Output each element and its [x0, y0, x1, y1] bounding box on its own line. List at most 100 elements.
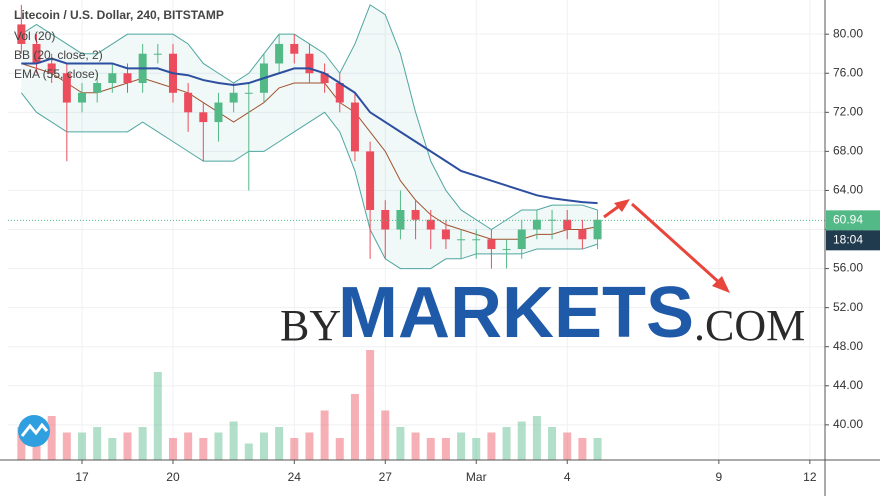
- candle-body: [62, 73, 71, 103]
- volume-bar: [32, 438, 41, 460]
- last-price-label: 60.94: [833, 213, 863, 227]
- y-tick-label: 40.00: [833, 417, 863, 431]
- candle-body: [441, 229, 450, 240]
- legend-item: EMA (55, close): [14, 67, 99, 81]
- candle-body: [593, 219, 602, 240]
- candle-body: [578, 229, 587, 240]
- candle-body: [457, 239, 466, 241]
- watermark-by: BY: [280, 301, 341, 350]
- volume-bar: [305, 432, 314, 460]
- volume-bar: [214, 432, 223, 460]
- volume-bar: [381, 410, 390, 460]
- legend: Litecoin / U.S. Dollar, 240, BITSTAMP Vo…: [14, 8, 224, 81]
- candle-body: [320, 73, 329, 84]
- volume-bar: [502, 427, 511, 460]
- y-tick-label: 44.00: [833, 378, 863, 392]
- x-tick-label: 27: [379, 470, 393, 484]
- volume-bar: [578, 438, 587, 460]
- y-tick-label: 68.00: [833, 144, 863, 158]
- plot: [8, 4, 825, 460]
- last-price-box: [826, 210, 880, 231]
- volume-bar: [563, 432, 572, 460]
- candle-body: [532, 219, 541, 230]
- volume-bar: [93, 427, 102, 460]
- volume-bar: [366, 350, 375, 460]
- candle-body: [335, 83, 344, 103]
- candle-body: [411, 209, 420, 220]
- x-tick-label: 20: [166, 470, 180, 484]
- y-tick-label: 64.00: [833, 183, 863, 197]
- volume-bar: [123, 432, 132, 460]
- watermark-markets: MARKETS: [338, 273, 694, 353]
- volume-bar: [275, 427, 284, 460]
- volume-bar: [532, 416, 541, 460]
- x-tick-label: 17: [75, 470, 89, 484]
- candle-body: [275, 43, 284, 64]
- volume-bar: [184, 432, 193, 460]
- watermark-com: .COM: [694, 301, 805, 350]
- logo-icon: [20, 422, 49, 437]
- bb-upper: [21, 4, 598, 231]
- ema-line: [21, 57, 598, 205]
- x-tick-label: 9: [716, 470, 723, 484]
- candle-body: [517, 229, 526, 250]
- volume-bar: [199, 438, 208, 460]
- y-tick-label: 48.00: [833, 339, 863, 353]
- volume-bar: [487, 432, 496, 460]
- x-tick-label: Mar: [466, 470, 487, 484]
- volume-bar: [108, 438, 117, 460]
- x-tick-label: 12: [803, 470, 817, 484]
- candle-body: [305, 53, 314, 74]
- candle-body: [153, 53, 162, 55]
- volume-bar: [441, 438, 450, 460]
- axes: 40.0044.0048.0052.0056.0060.0064.0068.00…: [75, 26, 880, 484]
- x-tick-label: 4: [564, 470, 571, 484]
- volume-bar: [593, 438, 602, 460]
- candle-body: [396, 209, 405, 230]
- legend-item: BB (20, close, 2): [14, 48, 103, 62]
- y-tick-label: 52.00: [833, 300, 863, 314]
- volume-bar: [153, 372, 162, 460]
- volume-bar: [548, 427, 557, 460]
- volume-bar: [259, 432, 268, 460]
- candle-body: [77, 92, 86, 103]
- watermark: BY MARKETS .COM: [280, 273, 805, 353]
- y-tick-label: 76.00: [833, 65, 863, 79]
- y-tick-label: 56.00: [833, 261, 863, 275]
- volume-bar: [472, 438, 481, 460]
- volume-bar: [17, 427, 26, 460]
- volume-bar: [457, 432, 466, 460]
- candle-body: [563, 219, 572, 230]
- volume-bar: [244, 443, 253, 460]
- legend-item: Vol (20): [14, 29, 55, 43]
- bb-lower: [20, 92, 598, 270]
- candle-body: [472, 239, 481, 241]
- red-arrow: [603, 199, 730, 293]
- bb-middle: [21, 63, 598, 240]
- arrow-down-segment: [630, 202, 724, 287]
- volume-bar: [168, 438, 177, 460]
- x-tick-label: 24: [288, 470, 302, 484]
- candle-body: [229, 92, 238, 103]
- volume-bar: [426, 438, 435, 460]
- candle-body: [184, 92, 193, 113]
- candle-body: [32, 43, 41, 64]
- volume-bar: [77, 432, 86, 460]
- candle-body: [366, 151, 375, 210]
- candle-body: [123, 73, 132, 84]
- volume-bar: [320, 410, 329, 460]
- candle-body: [502, 249, 511, 251]
- candle-body: [17, 24, 26, 44]
- volume-bar: [411, 432, 420, 460]
- countdown-label: 18:04: [833, 233, 863, 247]
- candle-body: [214, 102, 223, 123]
- volume-bar: [138, 427, 147, 460]
- candle-body: [244, 92, 253, 94]
- volume-bar: [62, 432, 71, 460]
- candle-body: [350, 102, 359, 152]
- volume-bar: [335, 438, 344, 460]
- candle-body: [381, 209, 390, 230]
- y-tick-label: 72.00: [833, 104, 863, 118]
